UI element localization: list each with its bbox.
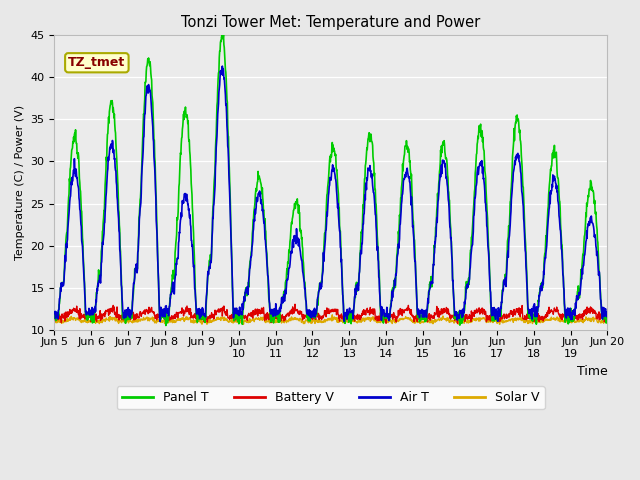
Panel T: [236, 316, 244, 322]
Air T: [604, 311, 611, 317]
Battery V: [236, 320, 243, 325]
Battery V: [604, 315, 611, 321]
Solar V: [51, 317, 58, 323]
Panel T: [51, 312, 58, 318]
Battery V: [51, 313, 58, 319]
Battery V: [490, 316, 497, 322]
Panel T: [174, 216, 182, 221]
Solar V: [328, 312, 336, 318]
Air T: [236, 311, 244, 316]
Air T: [490, 312, 497, 317]
Panel T: [417, 315, 425, 321]
Solar V: [173, 316, 181, 322]
Solar V: [417, 318, 425, 324]
Title: Tonzi Tower Met: Temperature and Power: Tonzi Tower Met: Temperature and Power: [181, 15, 481, 30]
Line: Air T: Air T: [54, 66, 607, 322]
Battery V: [417, 315, 425, 321]
Battery V: [539, 314, 547, 320]
Panel T: [160, 315, 168, 321]
Air T: [174, 256, 182, 262]
Battery V: [291, 301, 299, 307]
Panel T: [604, 312, 611, 318]
Battery V: [160, 314, 168, 320]
Solar V: [236, 319, 243, 324]
Line: Battery V: Battery V: [54, 304, 607, 324]
Solar V: [160, 318, 168, 324]
Battery V: [454, 321, 461, 326]
Line: Panel T: Panel T: [54, 35, 607, 325]
Panel T: [539, 285, 547, 291]
Air T: [417, 309, 425, 315]
Air T: [539, 283, 547, 289]
Panel T: [162, 323, 170, 328]
Solar V: [239, 322, 247, 327]
Panel T: [218, 32, 226, 38]
Legend: Panel T, Battery V, Air T, Solar V: Panel T, Battery V, Air T, Solar V: [117, 386, 545, 409]
Air T: [161, 310, 168, 316]
Text: TZ_tmet: TZ_tmet: [68, 56, 125, 69]
X-axis label: Time: Time: [577, 364, 607, 377]
Air T: [51, 311, 58, 316]
Solar V: [539, 320, 547, 325]
Solar V: [604, 318, 611, 324]
Line: Solar V: Solar V: [54, 315, 607, 324]
Battery V: [173, 310, 181, 315]
Panel T: [490, 312, 497, 317]
Solar V: [490, 319, 497, 324]
Air T: [156, 319, 164, 324]
Air T: [218, 63, 226, 69]
Y-axis label: Temperature (C) / Power (V): Temperature (C) / Power (V): [15, 105, 25, 260]
